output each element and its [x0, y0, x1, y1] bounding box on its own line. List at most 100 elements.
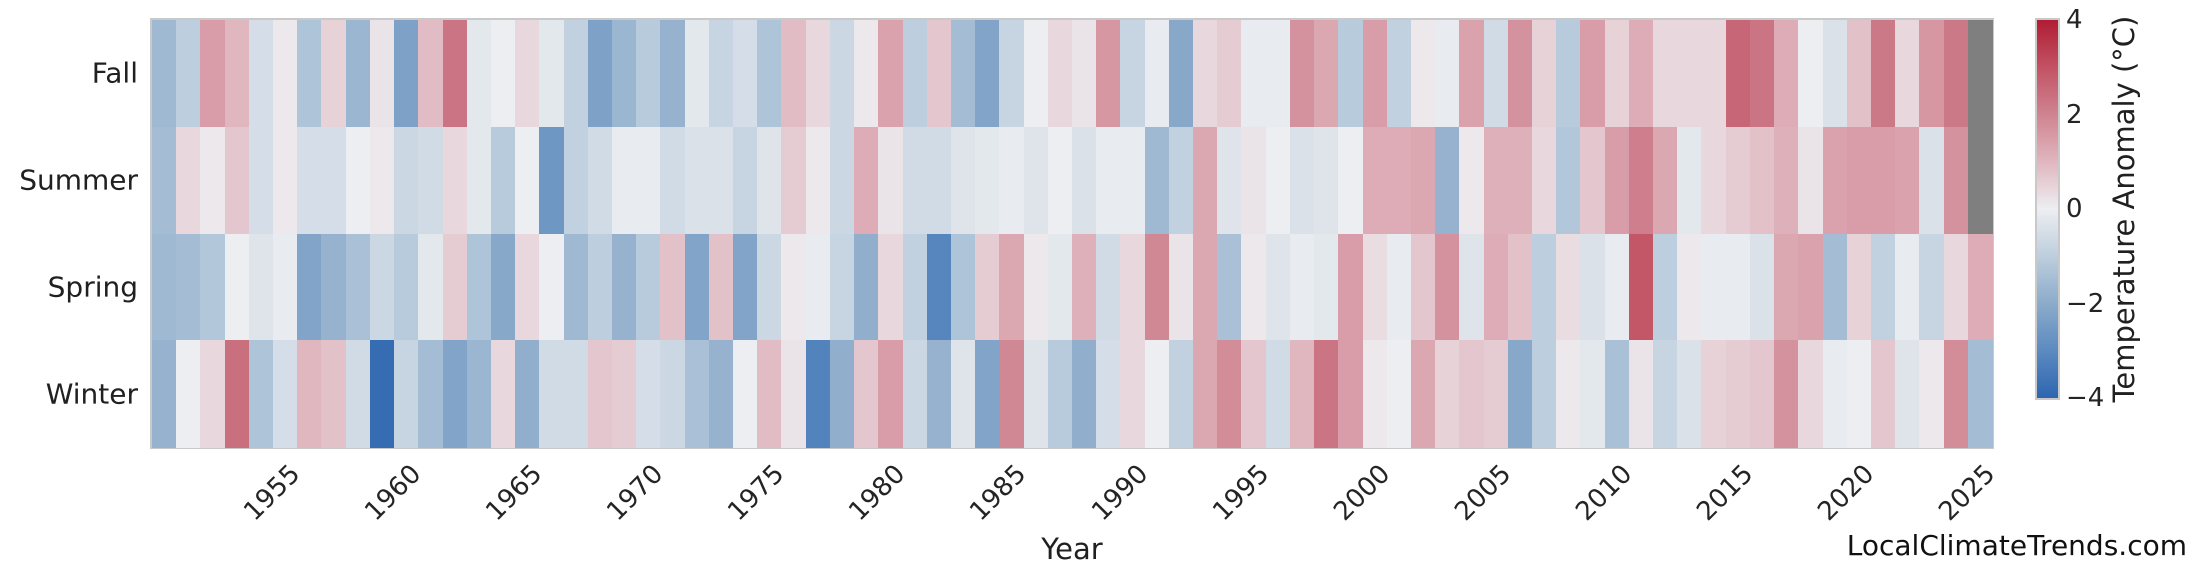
heatmap-cell [466, 340, 492, 448]
heatmap-cell [539, 340, 565, 448]
heatmap-cell [1701, 20, 1727, 128]
heatmap-cell [515, 233, 541, 341]
heatmap-cell [975, 20, 1001, 128]
heatmap-cell [515, 126, 541, 235]
heatmap-cell [999, 340, 1025, 448]
colorbar-frame [2035, 18, 2060, 400]
heatmap-cell [152, 20, 177, 128]
heatmap-cell [1459, 233, 1485, 341]
heatmap-cell [563, 126, 589, 235]
heatmap-cell [1483, 340, 1509, 448]
heatmap-cell [587, 340, 613, 448]
heatmap-cell [1870, 340, 1896, 448]
heatmap-cell [587, 233, 613, 341]
x-tick-label: 1965 [480, 459, 549, 528]
heatmap-cell [1653, 340, 1678, 448]
heatmap-cell [1483, 126, 1509, 235]
heatmap-cell [1556, 340, 1582, 448]
heatmap-cell [1725, 340, 1751, 448]
heatmap-cell [878, 233, 904, 341]
heatmap-cell [1628, 20, 1654, 128]
heatmap-cell [1870, 233, 1896, 341]
heatmap-cell [1580, 20, 1606, 128]
heatmap-cell [902, 126, 928, 235]
heatmap-cell [1096, 233, 1122, 341]
heatmap-cell [1556, 126, 1582, 235]
heatmap-cell [1217, 233, 1243, 341]
heatmap-cell [878, 20, 904, 128]
heatmap-cell [636, 126, 662, 235]
heatmap-cell [539, 126, 565, 235]
heatmap-cell [781, 20, 807, 128]
heatmap-cell [829, 233, 855, 341]
heatmap-cell [757, 340, 783, 448]
heatmap-cell [708, 126, 734, 235]
heatmap-cell [1435, 20, 1461, 128]
heatmap-cell [999, 20, 1025, 128]
heatmap-cell [612, 233, 637, 341]
heatmap-cell [418, 233, 444, 341]
heatmap-cell [1919, 340, 1945, 448]
x-tick-label: 2000 [1327, 459, 1396, 528]
heatmap-cell [442, 233, 468, 341]
heatmap-cell [733, 20, 758, 128]
heatmap-cell [975, 340, 1001, 448]
heatmap-cell [466, 126, 492, 235]
heatmap-cell [1314, 233, 1339, 341]
colorbar-label: Temperature Anomaly (°C) [2107, 15, 2141, 403]
heatmap-cell [515, 20, 541, 128]
heatmap-cell [805, 20, 831, 128]
heatmap-cell [1483, 20, 1509, 128]
heatmap-cell [926, 340, 952, 448]
heatmap-cell [1822, 20, 1848, 128]
heatmap-cell [490, 126, 516, 235]
heatmap-cell [1701, 126, 1727, 235]
colorbar-gradient [2037, 20, 2058, 398]
heatmap-cell [684, 126, 710, 235]
heatmap-cell [515, 340, 541, 448]
heatmap-cell [1846, 340, 1872, 448]
heatmap-cell [321, 233, 347, 341]
heatmap-cell [1047, 20, 1073, 128]
heatmap-cell [708, 20, 734, 128]
heatmap-cell [660, 340, 686, 448]
heatmap-cell [1265, 20, 1291, 128]
heatmap-cell [297, 20, 323, 128]
heatmap-cell [1822, 340, 1848, 448]
heatmap-cell [1362, 126, 1388, 235]
heatmap-cell [612, 126, 637, 235]
heatmap-cell [1386, 340, 1412, 448]
row-label-spring: Spring [47, 270, 138, 304]
heatmap-cell [1677, 20, 1703, 128]
heatmap-cell [805, 126, 831, 235]
heatmap-cell [1798, 233, 1824, 341]
heatmap-cell [1798, 126, 1824, 235]
heatmap-cell [1943, 340, 1969, 448]
x-tick-label: 2005 [1448, 459, 1517, 528]
heatmap-cell [1193, 233, 1218, 341]
heatmap-cell [1338, 20, 1364, 128]
heatmap-cell [1410, 126, 1436, 235]
heatmap-cell [490, 233, 516, 341]
x-tick-label: 1985 [964, 459, 1033, 528]
heatmap-cell [1628, 126, 1654, 235]
row-label-fall: Fall [91, 56, 138, 90]
heatmap-cell [1241, 126, 1267, 235]
heatmap-cell [273, 233, 298, 341]
heatmap-cell [1338, 126, 1364, 235]
heatmap-cell [176, 20, 202, 128]
heatmap-cell [1580, 340, 1606, 448]
heatmap-cell [563, 233, 589, 341]
heatmap-cell [1193, 20, 1218, 128]
heatmap-cell [394, 233, 419, 341]
heatmap-cell [442, 340, 468, 448]
heatmap-cell [926, 233, 952, 341]
heatmap-cell [1265, 340, 1291, 448]
heatmap-cell [1604, 20, 1630, 128]
heatmap-cell [854, 233, 879, 341]
heatmap-cell [1047, 126, 1073, 235]
heatmap-cell [708, 233, 734, 341]
heatmap-cell [466, 233, 492, 341]
heatmap-cell [224, 126, 250, 235]
watermark: LocalClimateTrends.com [1846, 529, 2187, 562]
